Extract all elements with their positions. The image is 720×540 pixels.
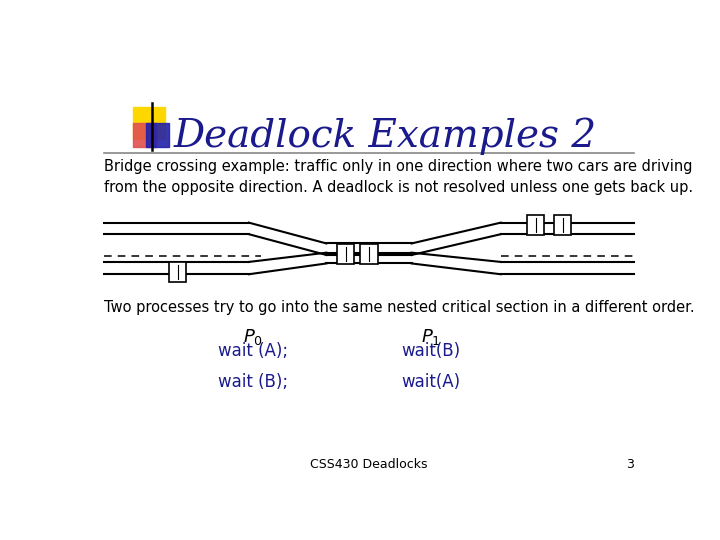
Bar: [169, 262, 186, 282]
Bar: [337, 244, 354, 264]
Bar: [527, 214, 544, 234]
Text: wait(B)
wait(A): wait(B) wait(A): [402, 342, 461, 390]
Text: $P_1$: $P_1$: [421, 327, 441, 347]
Bar: [132, 123, 156, 147]
Text: CSS430 Deadlocks: CSS430 Deadlocks: [310, 457, 428, 470]
Bar: [145, 123, 169, 147]
Text: Bridge crossing example: traffic only in one direction where two cars are drivin: Bridge crossing example: traffic only in…: [104, 159, 693, 195]
Text: Deadlock Examples 2: Deadlock Examples 2: [174, 117, 597, 154]
Text: wait (A);
wait (B);: wait (A); wait (B);: [217, 342, 288, 390]
Text: 3: 3: [626, 457, 634, 470]
Text: $P_0$: $P_0$: [243, 327, 263, 347]
Bar: [361, 244, 377, 264]
Text: Two processes try to go into the same nested critical section in a different ord: Two processes try to go into the same ne…: [104, 300, 695, 315]
Bar: [554, 214, 571, 234]
Bar: [132, 107, 165, 139]
